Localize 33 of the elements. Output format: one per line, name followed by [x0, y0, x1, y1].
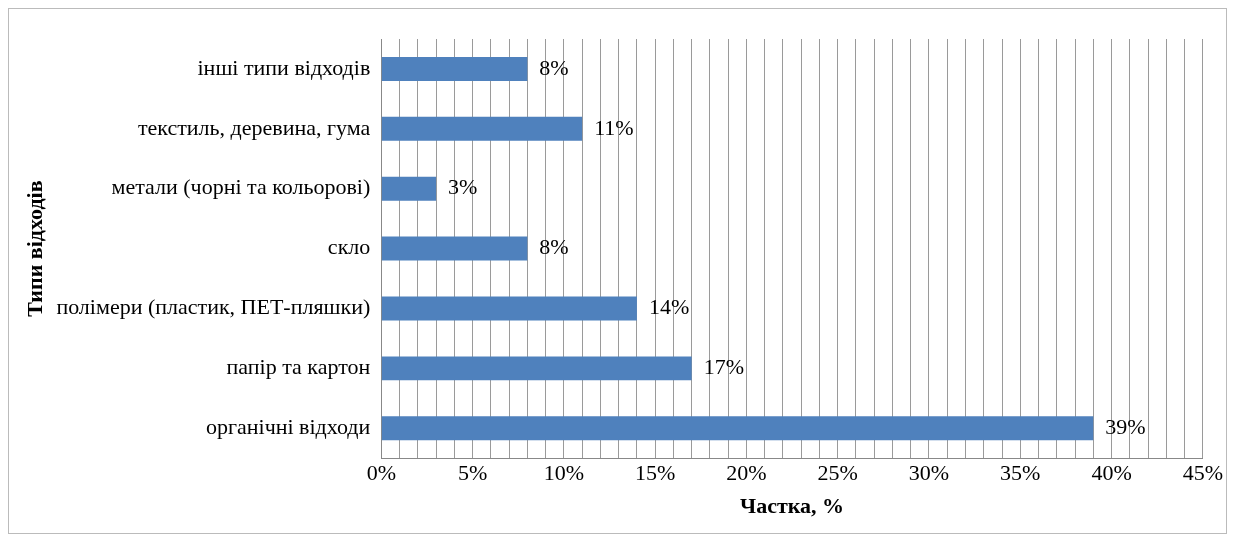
data-label: 11%: [594, 114, 634, 140]
data-label: 17%: [703, 354, 744, 380]
y-tick-label: папір та картон: [226, 354, 371, 380]
x-tick-label: 40%: [1091, 460, 1132, 486]
x-tick-label: 35%: [1000, 460, 1041, 486]
bar: [381, 296, 637, 321]
data-label: 8%: [539, 54, 569, 80]
bar: [381, 416, 1094, 441]
y-tick-label: метали (чорні та кольорові): [111, 174, 371, 200]
bar: [381, 356, 692, 381]
bar: [381, 56, 528, 81]
x-tick-label: 0%: [366, 460, 396, 486]
x-tick-label: 30%: [908, 460, 950, 486]
x-axis-title: Частка, %: [740, 493, 845, 519]
y-tick-label: скло: [327, 234, 371, 260]
x-tick-label: 5%: [457, 460, 488, 486]
y-tick-label: текстиль, деревина, гума: [137, 114, 371, 140]
y-tick-label: інші типи відходів: [197, 54, 371, 80]
x-tick-label: 45%: [1182, 460, 1223, 486]
bar: [381, 236, 528, 261]
y-tick-label: полімери (пластик, ПЕТ-пляшки): [56, 294, 371, 320]
x-tick-label: 25%: [817, 460, 858, 486]
data-label: 39%: [1105, 414, 1146, 440]
x-tick-label: 10%: [543, 460, 585, 486]
x-tick-label: 15%: [634, 460, 676, 486]
data-label: 14%: [648, 294, 690, 320]
bar: [381, 116, 583, 141]
bar: [381, 176, 437, 201]
x-tick-label: 20%: [726, 460, 767, 486]
data-label: 3%: [448, 174, 478, 200]
y-tick-label: органічні відходи: [206, 414, 371, 440]
data-label: 8%: [539, 234, 569, 260]
y-axis-title: Типи відходів: [21, 180, 47, 317]
